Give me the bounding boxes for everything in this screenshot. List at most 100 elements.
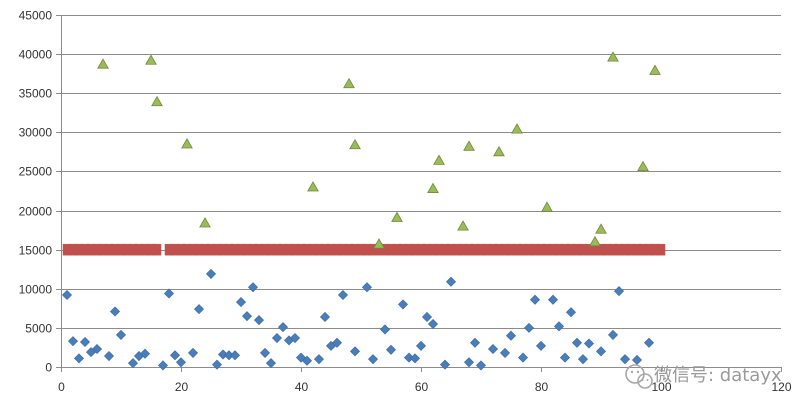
data-point	[211, 359, 223, 370]
data-point	[403, 352, 415, 363]
data-point	[259, 347, 271, 358]
data-point	[415, 340, 427, 351]
data-point	[553, 321, 565, 332]
x-tick-label: 100	[651, 380, 671, 394]
y-tick-label: 20000	[19, 205, 53, 219]
data-point	[61, 290, 73, 301]
data-point	[613, 286, 625, 297]
data-point	[595, 223, 607, 234]
y-tick-label: 30000	[19, 126, 53, 140]
data-point	[463, 357, 475, 368]
data-point	[181, 138, 193, 149]
data-point	[595, 346, 607, 357]
data-point	[523, 322, 535, 333]
data-point	[145, 54, 157, 65]
data-point	[115, 329, 127, 340]
data-point	[583, 338, 595, 349]
x-tick-label: 60	[415, 380, 429, 394]
data-point	[547, 294, 559, 305]
data-point	[499, 347, 511, 358]
data-point	[487, 343, 499, 355]
data-point	[163, 288, 175, 299]
data-point	[67, 336, 79, 347]
data-point	[217, 349, 229, 360]
data-point	[169, 350, 181, 361]
y-tick-label: 10000	[19, 283, 53, 297]
data-point	[571, 337, 583, 348]
data-point	[151, 95, 163, 107]
y-tick-label: 45000	[19, 9, 53, 23]
data-point	[79, 336, 91, 347]
data-point	[517, 352, 529, 363]
data-point	[235, 297, 247, 308]
series-diamond	[61, 268, 655, 371]
data-point	[265, 358, 277, 369]
series-triangle	[97, 51, 661, 249]
data-point	[349, 346, 361, 357]
wechat-icon	[625, 364, 653, 389]
data-point	[319, 311, 331, 322]
data-point	[289, 333, 301, 344]
data-point	[139, 348, 151, 359]
data-point	[505, 330, 517, 341]
data-point	[103, 351, 115, 362]
y-axis-tick-labels: 0 5000 10000 15000 20000 25000 30000 35000 40000…	[19, 9, 53, 375]
data-point	[175, 357, 187, 368]
series-square	[62, 243, 666, 256]
data-point	[637, 160, 649, 172]
data-point	[367, 354, 379, 365]
y-tick-label: 0	[45, 361, 52, 375]
data-point	[229, 350, 241, 361]
data-point	[565, 307, 577, 318]
data-point	[607, 329, 619, 340]
data-point	[379, 324, 391, 335]
axes	[56, 15, 782, 372]
data-point	[607, 51, 619, 62]
x-axis-tick-labels: 0 20 40 60 80 100 120	[58, 380, 792, 394]
y-tick-label: 15000	[19, 244, 53, 258]
plot-area	[61, 51, 666, 371]
data-point	[577, 354, 589, 365]
data-point	[349, 138, 361, 150]
x-tick-label: 20	[175, 380, 189, 394]
data-point	[535, 340, 547, 351]
data-point	[385, 344, 397, 355]
data-point	[391, 211, 403, 222]
data-point	[337, 290, 349, 301]
y-tick-label: 5000	[25, 322, 52, 336]
data-point	[271, 333, 283, 344]
data-point	[433, 154, 445, 165]
data-point	[475, 360, 487, 371]
data-point	[109, 306, 121, 317]
data-point	[421, 311, 433, 322]
data-point	[187, 347, 199, 358]
data-point	[97, 58, 109, 69]
data-point	[511, 123, 523, 134]
data-point	[427, 182, 439, 193]
data-point	[445, 276, 457, 287]
data-point	[307, 181, 319, 192]
data-point	[397, 299, 409, 310]
watermark: 微信号: datayx	[625, 364, 782, 389]
data-point	[493, 145, 505, 157]
data-point	[439, 359, 451, 370]
data-point	[199, 217, 211, 228]
data-point	[619, 354, 631, 365]
y-tick-label: 35000	[19, 87, 53, 101]
data-point	[631, 354, 643, 365]
data-point	[152, 243, 162, 256]
data-point	[643, 337, 655, 348]
data-point	[409, 353, 421, 364]
data-point	[559, 352, 571, 363]
data-point	[649, 64, 661, 75]
data-point	[253, 315, 265, 326]
data-point	[427, 318, 439, 330]
data-point	[361, 282, 373, 293]
data-point	[541, 201, 553, 212]
data-point	[331, 337, 343, 348]
x-tick-label: 0	[58, 380, 65, 394]
gridlines	[61, 15, 781, 329]
data-point	[73, 353, 85, 364]
data-point	[247, 282, 259, 293]
